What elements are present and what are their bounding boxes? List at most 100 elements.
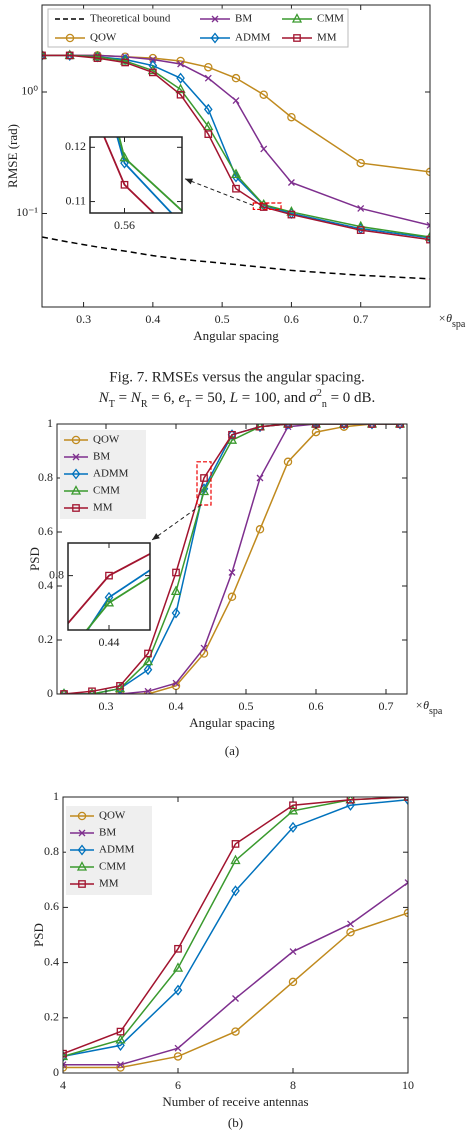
marker: [433, 675, 440, 682]
marker: [231, 73, 241, 83]
legend-marker: [71, 468, 81, 480]
marker: [288, 821, 298, 833]
marker: [347, 920, 354, 928]
y-tick-label: 0.8: [44, 844, 59, 858]
legend-label: BM: [93, 451, 110, 463]
series-line: [42, 54, 430, 241]
marker: [200, 644, 208, 652]
marker: [174, 1044, 182, 1052]
legend-marker: [71, 435, 81, 445]
legend-label: QOW: [93, 434, 120, 446]
marker: [230, 854, 241, 865]
caption-segment: N: [130, 390, 142, 406]
marker: [340, 424, 348, 428]
marker: [259, 203, 268, 211]
legend-label: MM: [99, 878, 119, 890]
y-tick-label: 0.4: [38, 578, 53, 592]
marker: [116, 1039, 125, 1051]
x-tick-label: 10: [402, 1078, 414, 1092]
marker: [149, 68, 157, 77]
marker: [177, 60, 185, 68]
marker: [283, 457, 293, 467]
marker: [147, 64, 158, 75]
legend-marker: [77, 844, 87, 856]
x-unit-sub: spa: [429, 706, 443, 717]
marker: [403, 797, 408, 806]
inset-bg: [68, 543, 150, 630]
caption-segment: = 100, and: [238, 390, 309, 406]
marker: [71, 435, 81, 445]
x-axis-label: Angular spacing: [189, 715, 275, 730]
marker: [227, 429, 237, 441]
marker: [443, 436, 450, 445]
y-tick-label: 0.8: [49, 567, 64, 581]
plot-frame: [56, 423, 408, 695]
caption-segment: e: [178, 390, 185, 406]
marker: [121, 58, 129, 67]
y-tick-label: 0: [53, 1065, 59, 1079]
caption-segment: T: [109, 399, 115, 410]
marker: [200, 474, 208, 482]
x-unit-symbol: ×θ: [415, 698, 429, 712]
caption-segment: 2: [317, 388, 322, 399]
x-tick-label: 0.56: [114, 218, 135, 232]
marker: [120, 55, 131, 65]
marker: [434, 468, 441, 477]
legend-marker: [293, 34, 301, 42]
sub-label: (a): [225, 743, 239, 758]
marker: [144, 687, 152, 694]
marker: [203, 103, 213, 115]
marker: [116, 1027, 125, 1036]
marker: [174, 944, 182, 953]
x-tick-label: 0.44: [99, 635, 120, 649]
legend: QOW BM ADMM CMM MM: [70, 810, 135, 890]
legend-label: CMM: [317, 13, 344, 25]
marker: [270, 763, 276, 769]
caption-title: Fig. 7. RMSEs versus the angular spacing…: [109, 369, 364, 385]
y-tick-label: 10⁻¹: [16, 205, 38, 219]
legend-label: CMM: [99, 861, 126, 873]
marker: [395, 424, 405, 430]
marker: [170, 585, 182, 596]
series-line: [63, 881, 408, 1066]
zoom-region: [196, 461, 212, 506]
marker: [120, 180, 129, 189]
marker: [210, 32, 220, 44]
x-tick-label: 0.4: [145, 312, 160, 326]
marker: [260, 145, 268, 153]
x-tick-label: 0.5: [215, 312, 230, 326]
marker: [287, 804, 299, 815]
marker: [42, 49, 48, 60]
caption-segment: T: [185, 399, 191, 410]
marker: [213, 256, 220, 265]
x-tick-label: 0.6: [309, 699, 324, 713]
y-axis-label: RMSE (rad): [5, 124, 20, 188]
marker: [289, 801, 297, 810]
x-tick-label: 0.4: [169, 699, 184, 713]
inset-plot: [103, 137, 450, 445]
marker: [231, 840, 240, 848]
zoom-arrowhead: [152, 533, 160, 540]
zoom-region: [252, 202, 282, 211]
legend-label: MM: [93, 502, 113, 514]
marker: [198, 485, 210, 496]
caption-segment: R: [141, 399, 148, 410]
caption-segment: =: [115, 390, 131, 406]
legend-marker: [210, 32, 220, 44]
zoom-arrowhead: [185, 178, 193, 185]
y-tick-label: 0: [47, 686, 53, 700]
marker: [143, 664, 153, 676]
y-tick-label: 0.11: [65, 193, 86, 207]
marker: [115, 689, 125, 694]
marker: [63, 1061, 67, 1069]
x-tick-label: 4: [60, 1078, 66, 1092]
marker: [173, 984, 183, 996]
caption-segment: N: [98, 390, 110, 406]
x-tick-label: 0.7: [353, 312, 368, 326]
marker: [228, 430, 236, 439]
marker: [339, 424, 349, 430]
legend-marker: [76, 861, 88, 871]
marker: [259, 90, 268, 99]
caption-segment: = 6,: [147, 390, 178, 406]
